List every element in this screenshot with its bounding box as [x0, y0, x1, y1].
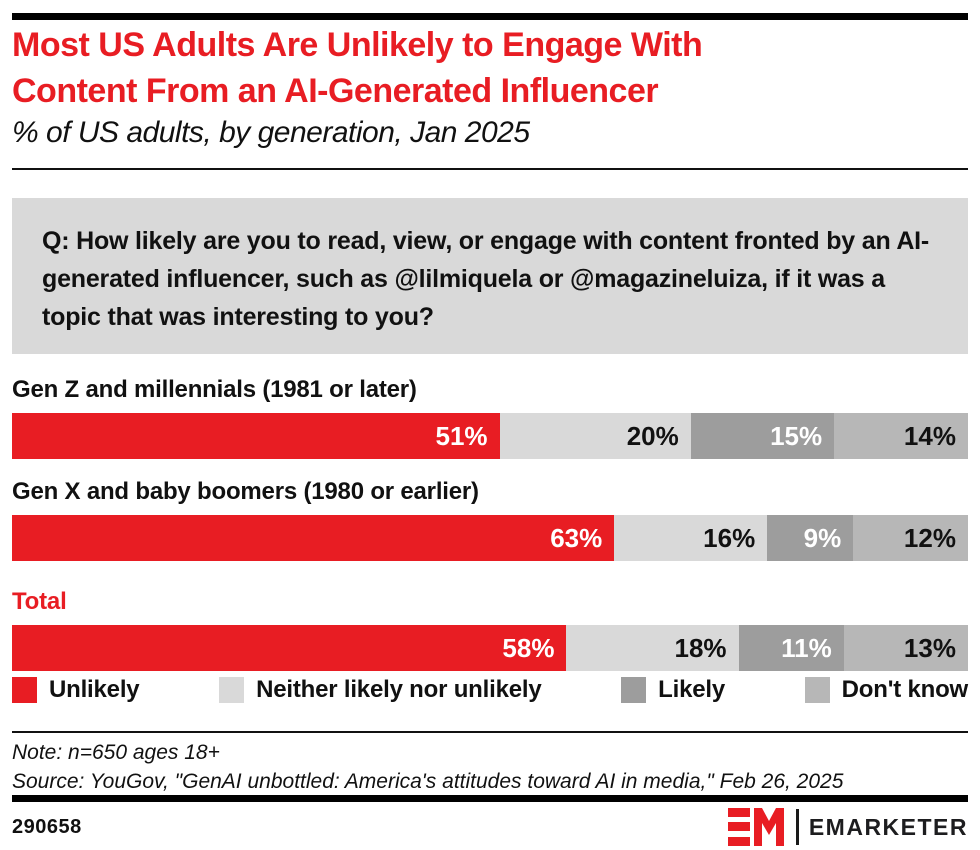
page-title-line1: Most US Adults Are Unlikely to Engage Wi… [12, 26, 703, 64]
brand-logo: EMARKETER [727, 808, 968, 846]
legend-item: Unlikely [12, 676, 140, 704]
bar-segment: 12% [853, 515, 968, 561]
top-accent-bar [12, 13, 968, 20]
legend-label: Don't know [841, 676, 969, 703]
question-text: Q: How likely are you to read, view, or … [42, 227, 930, 331]
bar-row-label: Gen Z and millennials (1981 or later) [12, 376, 417, 403]
bar-segment: 15% [690, 413, 835, 459]
bar-row: Gen X and baby boomers (1980 or earlier)… [12, 477, 968, 561]
footer-divider [12, 731, 968, 733]
stacked-bar: 58% 18% 11% 13% [12, 625, 968, 671]
page-title-line2: Content From an AI-Generated Influencer [12, 72, 659, 110]
bar-segment: 9% [767, 515, 854, 561]
bar-chart: Gen Z and millennials (1981 or later) 51%… [12, 375, 968, 689]
legend-swatch [621, 677, 647, 703]
page-subtitle: % of US adults, by generation, Jan 2025 [12, 116, 530, 149]
bar-segment: 58% [12, 625, 567, 671]
legend-label: Likely [658, 676, 725, 703]
stacked-bar: 51% 20% 15% 14% [12, 413, 968, 459]
bar-row-label: Gen X and baby boomers (1980 or earlier) [12, 478, 479, 505]
legend-label: Unlikely [49, 676, 140, 703]
bar-segment: 18% [566, 625, 739, 671]
legend-item: Neither likely nor unlikely [219, 676, 542, 704]
brand-name: EMARKETER [808, 813, 968, 840]
bar-segment: 14% [834, 413, 968, 459]
legend-swatch [219, 677, 245, 703]
legend-swatch [12, 677, 37, 703]
legend-swatch [804, 677, 830, 703]
bar-row-label: Total [12, 588, 67, 615]
bar-segment: 13% [843, 625, 968, 671]
note-text: Note: n=650 ages 18+ [12, 741, 220, 764]
legend-label: Neither likely nor unlikely [256, 676, 542, 703]
bar-segment: 11% [738, 625, 844, 671]
bar-segment: 63% [12, 515, 615, 561]
legend-item: Likely [621, 676, 725, 704]
footer: 290658 EMARKETER [12, 806, 968, 848]
bar-segment: 20% [499, 413, 691, 459]
emarketer-logo-icon [727, 808, 786, 846]
legend-item: Don't know [804, 676, 969, 704]
header-divider [12, 168, 968, 170]
bar-segment: 16% [614, 515, 768, 561]
page-title: Most US Adults Are Unlikely to Engage Wi… [12, 22, 968, 114]
question-box: Q: How likely are you to read, view, or … [12, 198, 968, 354]
source-text: Source: YouGov, "GenAI unbottled: Americ… [12, 770, 844, 793]
bar-row: Gen Z and millennials (1981 or later) 51%… [12, 375, 968, 459]
chart-id: 290658 [12, 815, 82, 838]
bottom-accent-bar [12, 795, 968, 802]
bar-segment: 51% [12, 413, 500, 459]
legend: Unlikely Neither likely nor unlikely Likel… [12, 676, 968, 704]
brand-divider [795, 809, 799, 845]
bar-row: Total 58% 18% 11% 13% [12, 587, 968, 671]
notes-block: Note: n=650 ages 18+ Source: YouGov, "Ge… [12, 738, 968, 796]
stacked-bar: 63% 16% 9% 12% [12, 515, 968, 561]
